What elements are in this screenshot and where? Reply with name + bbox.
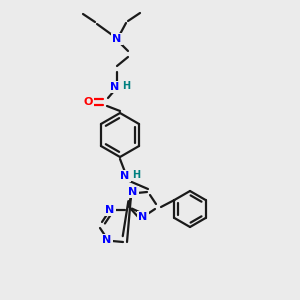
Text: O: O [83,97,93,107]
Text: N: N [105,205,115,215]
Text: N: N [138,212,148,222]
Text: H: H [132,170,140,180]
Text: N: N [102,235,112,245]
Text: N: N [120,171,130,181]
Text: N: N [128,187,138,197]
Text: H: H [122,81,130,91]
Text: N: N [110,82,120,92]
Text: N: N [112,34,122,44]
